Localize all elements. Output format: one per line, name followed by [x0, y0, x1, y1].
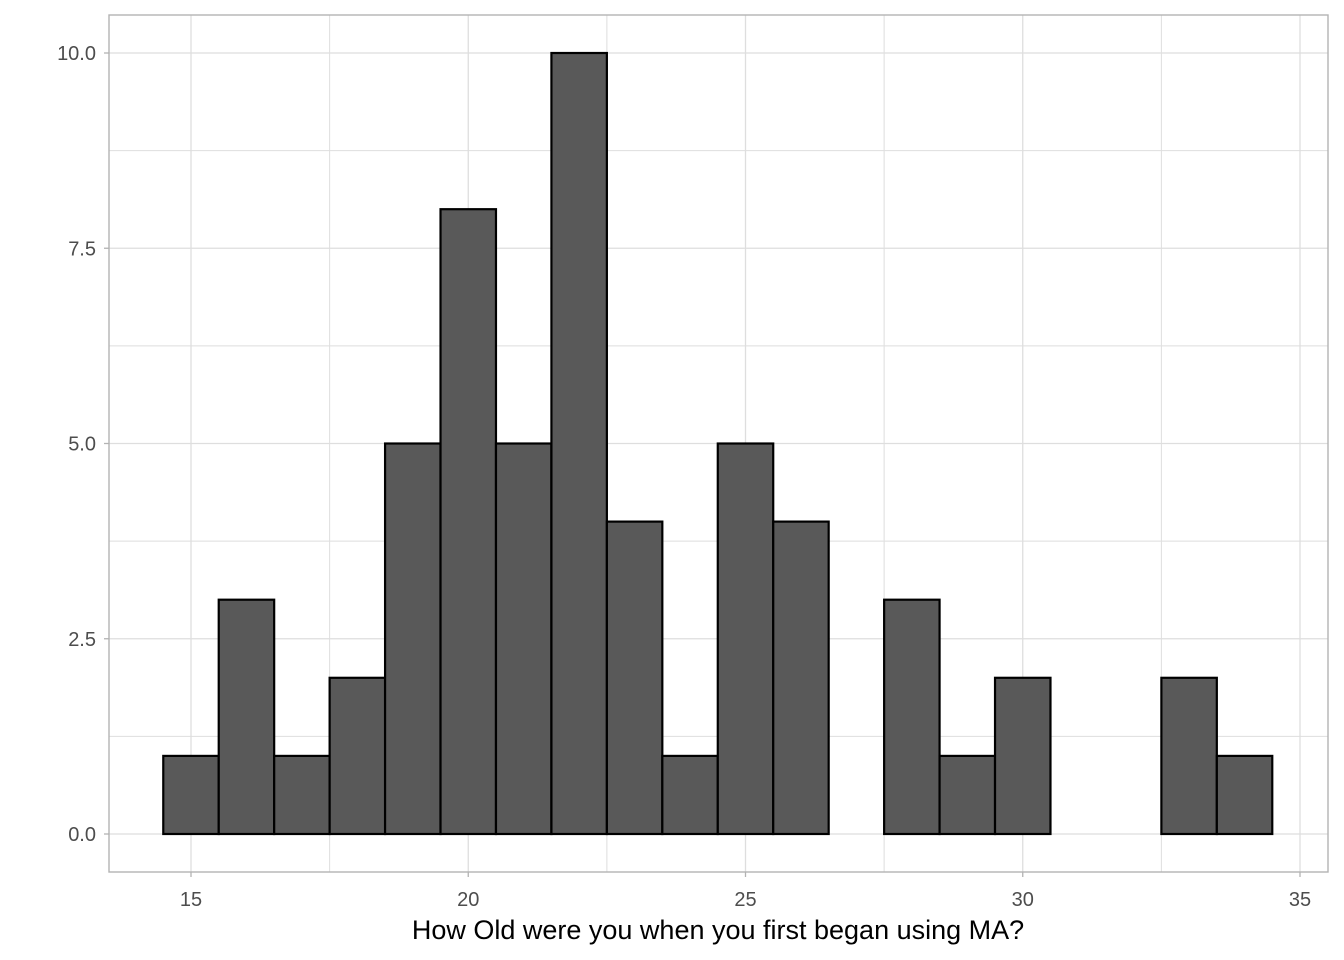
- histogram-bar: [217, 598, 276, 836]
- histogram-bar: [550, 51, 608, 836]
- histogram-bar: [883, 598, 941, 836]
- histogram-bar: [162, 754, 220, 836]
- histogram-bar: [273, 754, 331, 836]
- x-tick-label: 30: [1012, 889, 1034, 911]
- x-axis-title: How Old were you when you first began us…: [412, 915, 1024, 945]
- x-axis-ticks: 15 20 25 30 35: [180, 872, 1311, 911]
- histogram-bar: [938, 754, 997, 836]
- x-tick-label: 20: [457, 889, 479, 911]
- x-tick-label: 25: [734, 889, 756, 911]
- y-tick-label: 7.5: [68, 238, 96, 260]
- histogram-bar: [716, 442, 775, 836]
- y-tick-label: 10.0: [57, 43, 96, 65]
- histogram-bar: [494, 442, 553, 836]
- histogram-bar: [605, 520, 664, 836]
- histogram-bars: [162, 51, 1274, 836]
- y-axis-ticks: 0.0 2.5 5.0 7.5 10.0: [57, 43, 109, 846]
- y-tick-label: 5.0: [68, 434, 96, 456]
- x-tick-label: 15: [180, 889, 202, 911]
- histogram-bar: [328, 676, 387, 836]
- x-tick-label: 35: [1289, 889, 1311, 911]
- histogram-bar: [993, 676, 1052, 836]
- y-tick-label: 0.0: [68, 824, 96, 846]
- histogram-bar: [1160, 676, 1218, 836]
- histogram-bar: [772, 520, 830, 836]
- histogram-bar: [439, 208, 498, 836]
- y-tick-label: 2.5: [68, 629, 96, 651]
- histogram-bar: [1215, 754, 1274, 836]
- histogram-bar: [383, 442, 442, 836]
- histogram-bar: [661, 754, 719, 836]
